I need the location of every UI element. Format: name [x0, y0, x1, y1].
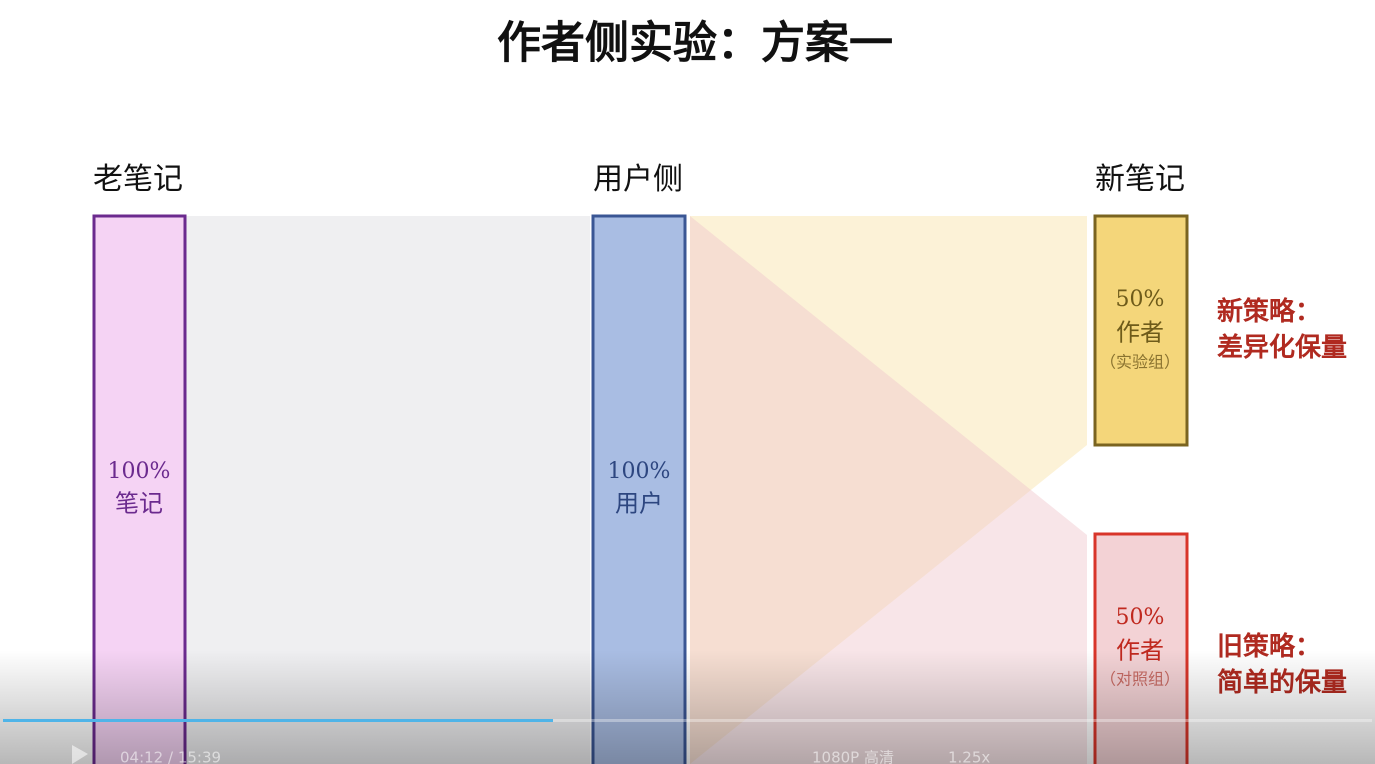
column-header: 用户侧 [593, 162, 683, 197]
strategy-text: 差异化保量 [1217, 332, 1347, 363]
group-percent: 50% [1116, 605, 1165, 630]
play-button[interactable] [72, 745, 88, 764]
box-percent: 100% [608, 459, 671, 484]
group-box [1093, 214, 1189, 447]
group-sub: （实验组） [1100, 353, 1180, 372]
box-percent: 100% [108, 459, 171, 484]
strategy-title: 新策略： [1217, 296, 1321, 327]
time-display: 04:12 / 15:39 [120, 749, 221, 764]
slide-title: 作者侧实验：方案一 [497, 18, 893, 69]
speed-button[interactable]: 1.25x [948, 749, 990, 764]
column-header: 新笔记 [1095, 162, 1185, 197]
progress-bar [3, 719, 553, 722]
group-percent: 50% [1116, 287, 1165, 312]
quality-button[interactable]: 1080P 高清 [812, 749, 894, 764]
group-label: 作者 [1116, 319, 1164, 347]
flow-band [690, 216, 1087, 764]
box-label: 用户 [615, 490, 663, 518]
player-shade [0, 650, 1375, 764]
flow-band [690, 216, 1087, 764]
box-label: 笔记 [115, 490, 163, 518]
column-header: 老笔记 [93, 162, 183, 197]
progress-track[interactable] [3, 719, 1372, 722]
